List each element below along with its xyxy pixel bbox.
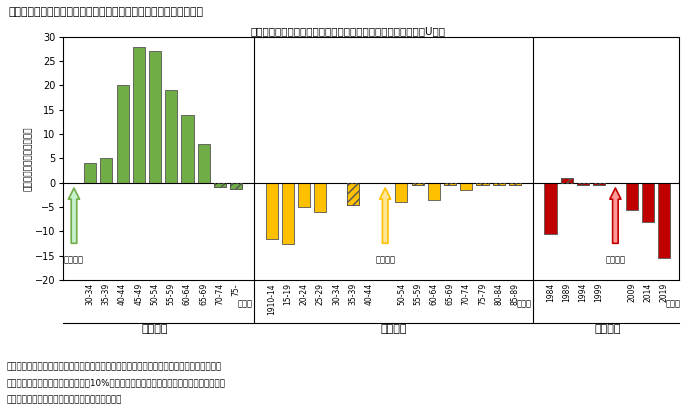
Text: 2019: 2019 — [660, 283, 669, 302]
Text: ２．破線囲み・網掛けは10%水準で統計的に有意とならなかったものを示す。: ２．破線囲み・網掛けは10%水準で統計的に有意とならなかったものを示す。 — [7, 379, 226, 388]
Bar — [428, 183, 440, 200]
Bar — [626, 183, 638, 209]
Bar — [282, 183, 294, 244]
Bar — [509, 183, 521, 185]
Text: 1989: 1989 — [562, 283, 571, 302]
Bar — [266, 183, 278, 239]
Bar — [544, 183, 557, 234]
Text: 時代効果: 時代効果 — [594, 324, 621, 334]
Text: 15-19: 15-19 — [283, 283, 292, 305]
Bar — [149, 52, 161, 183]
Bar — [230, 183, 242, 189]
Bar — [577, 183, 589, 185]
Text: 50-54: 50-54 — [150, 283, 159, 305]
Text: 35-39: 35-39 — [348, 283, 357, 305]
Y-axis label: （％、基準からのかい離）: （％、基準からのかい離） — [24, 126, 33, 191]
Bar — [315, 183, 326, 212]
Text: コラム３－１－２図　消費の年齢効果・世代効果・時代効果の分析: コラム３－１－２図 消費の年齢効果・世代効果・時代効果の分析 — [8, 7, 203, 17]
Bar — [298, 183, 310, 207]
Bar — [182, 115, 193, 183]
Bar — [347, 183, 359, 205]
Bar — [116, 85, 129, 183]
Text: （基準）: （基準） — [64, 256, 84, 265]
Text: 40-44: 40-44 — [118, 283, 127, 305]
Text: （年）: （年） — [516, 299, 531, 308]
Text: 2009: 2009 — [627, 283, 636, 302]
Text: （備考）　１．総務省「全国家計構造調査」、「全国消費実態調査」により作成。総世帯。: （備考） １．総務省「全国家計構造調査」、「全国消費実態調査」により作成。総世帯… — [7, 362, 222, 371]
Text: 65-69: 65-69 — [445, 283, 454, 305]
Bar — [347, 183, 359, 205]
Text: 1984: 1984 — [546, 283, 555, 302]
Bar — [642, 183, 654, 222]
Text: 1999: 1999 — [594, 283, 603, 302]
Bar — [476, 183, 489, 185]
Text: 45-49: 45-49 — [134, 283, 143, 305]
Bar — [476, 183, 489, 185]
Text: （基準）: （基準） — [606, 256, 626, 265]
Text: 65-69: 65-69 — [199, 283, 208, 305]
Bar — [593, 183, 606, 185]
Bar — [493, 183, 505, 185]
Bar — [561, 178, 573, 183]
Bar — [395, 183, 407, 202]
Text: 55-59: 55-59 — [167, 283, 176, 305]
Text: 40-44: 40-44 — [365, 283, 374, 305]
Bar — [444, 183, 456, 185]
Bar — [165, 90, 177, 183]
Text: （年）: （年） — [665, 299, 681, 308]
Text: 20-24: 20-24 — [300, 283, 308, 305]
Text: 75-: 75- — [232, 283, 241, 296]
Bar — [577, 183, 589, 185]
Bar — [198, 144, 209, 183]
Text: 85-89: 85-89 — [510, 283, 519, 305]
Text: ３．推計の詳細は付注３－１を参照。: ３．推計の詳細は付注３－１を参照。 — [7, 395, 122, 404]
Text: 75-79: 75-79 — [478, 283, 487, 305]
Text: 50-54: 50-54 — [397, 283, 406, 305]
Text: 60-64: 60-64 — [429, 283, 438, 305]
Text: 30-34: 30-34 — [332, 283, 341, 305]
Text: 25-29: 25-29 — [316, 283, 325, 305]
Text: 30-34: 30-34 — [86, 283, 95, 305]
Text: 世代や時代をコントロールしても、年齢別の等価消費支出は逆U字型: 世代や時代をコントロールしても、年齢別の等価消費支出は逆U字型 — [251, 27, 445, 36]
Text: 60-64: 60-64 — [183, 283, 192, 305]
Bar — [460, 183, 473, 190]
Text: 70-74: 70-74 — [215, 283, 224, 305]
Text: 1994: 1994 — [578, 283, 587, 302]
Text: 2014: 2014 — [643, 283, 652, 302]
Text: 35-39: 35-39 — [102, 283, 111, 305]
Text: （基準）: （基準） — [375, 256, 395, 265]
Bar — [214, 183, 226, 187]
Text: 年齢効果: 年齢効果 — [142, 324, 168, 334]
Text: 55-59: 55-59 — [413, 283, 422, 305]
Bar — [509, 183, 521, 185]
Bar — [411, 183, 424, 185]
Bar — [444, 183, 456, 185]
Bar — [561, 178, 573, 183]
Bar — [658, 183, 670, 258]
Bar — [411, 183, 424, 185]
Text: 世代効果: 世代効果 — [380, 324, 406, 334]
Text: 80-84: 80-84 — [494, 283, 503, 305]
Text: 1910-14: 1910-14 — [267, 283, 276, 315]
Bar — [593, 183, 606, 185]
Bar — [230, 183, 242, 189]
Bar — [100, 159, 113, 183]
Bar — [133, 47, 145, 183]
Bar — [84, 163, 96, 183]
Bar — [493, 183, 505, 185]
Bar — [214, 183, 226, 187]
Text: 70-74: 70-74 — [461, 283, 470, 305]
Text: （歳）: （歳） — [237, 299, 253, 308]
